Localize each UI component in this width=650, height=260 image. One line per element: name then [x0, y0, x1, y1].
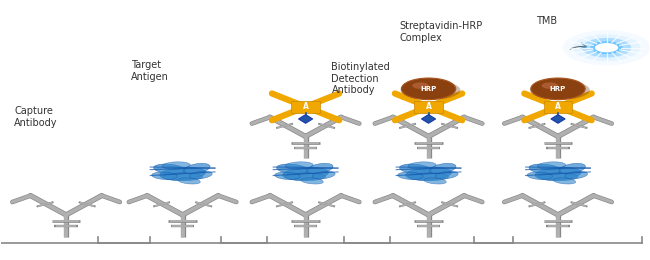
Ellipse shape [398, 172, 423, 179]
Ellipse shape [301, 178, 323, 184]
Ellipse shape [160, 167, 205, 180]
Ellipse shape [275, 172, 300, 179]
Text: Biotinylated
Detection
Antibody: Biotinylated Detection Antibody [332, 62, 390, 95]
Ellipse shape [436, 171, 458, 179]
Circle shape [595, 43, 618, 52]
Circle shape [531, 78, 585, 100]
Ellipse shape [408, 162, 436, 169]
Ellipse shape [424, 178, 447, 184]
Text: A: A [303, 102, 309, 111]
Ellipse shape [189, 171, 212, 179]
Ellipse shape [553, 178, 576, 184]
Ellipse shape [527, 172, 552, 179]
Ellipse shape [277, 164, 309, 174]
Text: HRP: HRP [421, 86, 437, 92]
Text: Capture
Antibody: Capture Antibody [14, 106, 58, 128]
Ellipse shape [406, 167, 451, 180]
Ellipse shape [538, 162, 566, 169]
Ellipse shape [408, 173, 448, 181]
Ellipse shape [565, 171, 588, 179]
Ellipse shape [178, 178, 200, 184]
Bar [544, 101, 572, 113]
Text: Streptavidin-HRP
Complex: Streptavidin-HRP Complex [400, 22, 483, 43]
Circle shape [401, 78, 456, 100]
Circle shape [590, 41, 623, 54]
Text: TMB: TMB [536, 16, 557, 26]
Circle shape [582, 38, 631, 57]
Ellipse shape [151, 172, 177, 179]
Ellipse shape [559, 163, 586, 174]
Ellipse shape [535, 167, 581, 180]
Text: A: A [555, 102, 561, 111]
Bar [291, 101, 320, 113]
Ellipse shape [285, 162, 313, 169]
Polygon shape [421, 115, 436, 123]
Ellipse shape [312, 171, 335, 179]
Ellipse shape [153, 164, 186, 174]
Bar [414, 101, 443, 113]
Circle shape [412, 82, 428, 89]
Ellipse shape [162, 173, 203, 181]
Text: HRP: HRP [550, 86, 566, 92]
Ellipse shape [529, 164, 561, 174]
Ellipse shape [530, 80, 590, 100]
Ellipse shape [285, 173, 326, 181]
Ellipse shape [307, 163, 333, 174]
Ellipse shape [283, 167, 328, 180]
Ellipse shape [400, 80, 460, 100]
Ellipse shape [400, 164, 432, 174]
Text: Target
Antigen: Target Antigen [131, 60, 169, 82]
Ellipse shape [162, 162, 190, 169]
Polygon shape [298, 115, 313, 123]
Circle shape [541, 82, 558, 89]
Ellipse shape [538, 173, 578, 181]
Ellipse shape [430, 163, 456, 174]
Text: A: A [426, 102, 432, 111]
Circle shape [573, 34, 640, 61]
Polygon shape [551, 115, 565, 123]
Ellipse shape [184, 163, 210, 174]
Circle shape [562, 30, 650, 65]
